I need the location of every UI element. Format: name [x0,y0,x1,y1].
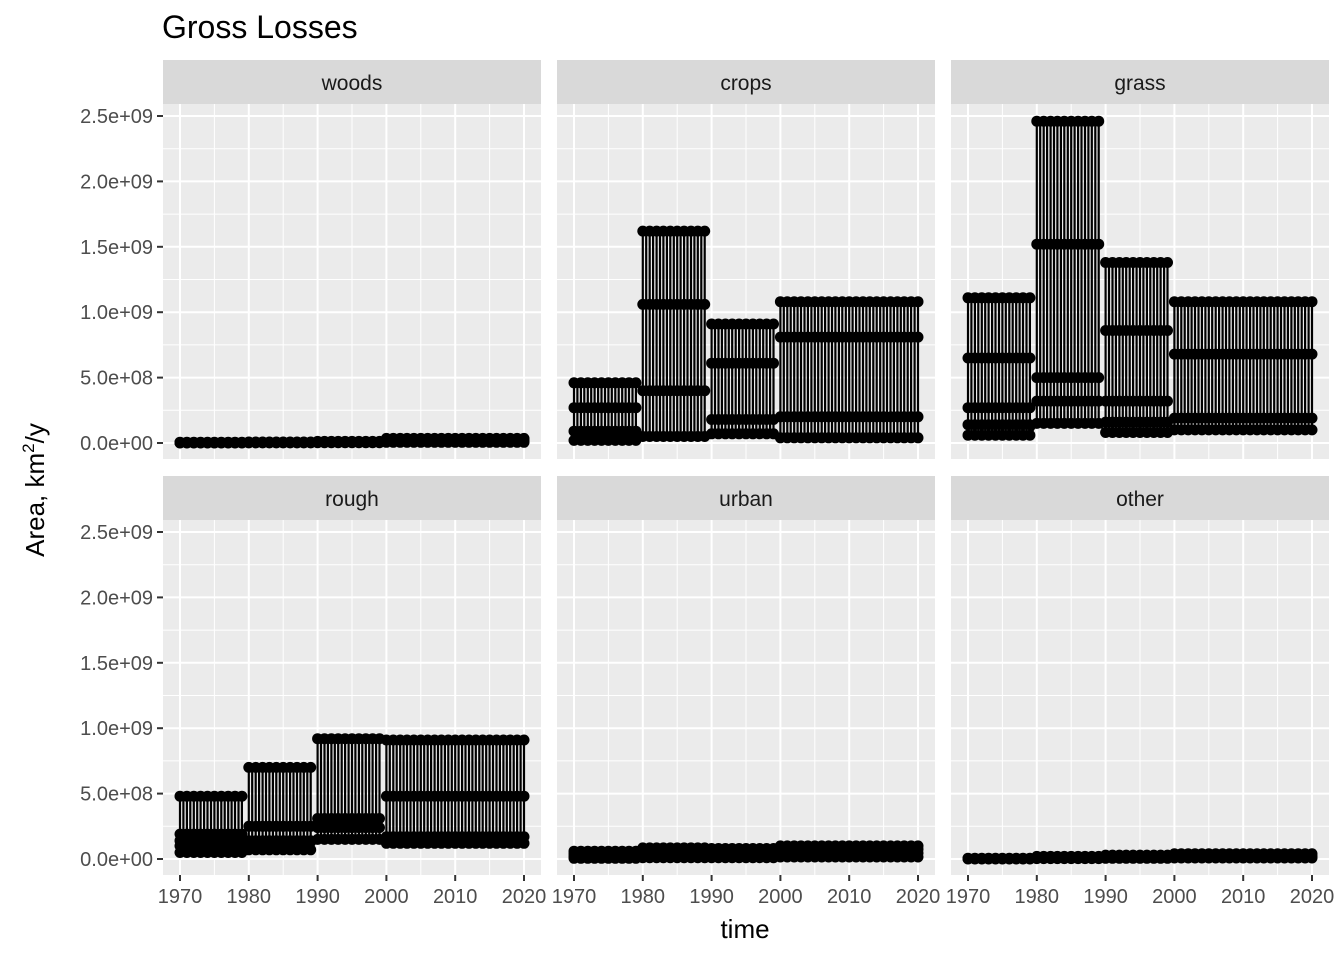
data-point [912,432,924,444]
data-point [1093,238,1105,250]
series-other [962,848,1318,865]
y-tick-label: 1.5e+09 [80,237,153,259]
panel-crops: crops [557,60,935,459]
strip-label-crops: crops [720,72,771,95]
y-tick-label: 2.5e+09 [80,106,153,128]
data-point [518,432,530,444]
x-tick-label: 2010 [1221,886,1266,908]
data-point [1024,352,1036,364]
x-tick-label: 1990 [295,886,340,908]
series-woods [174,432,530,449]
data-point [768,357,779,369]
data-point [1162,325,1173,336]
data-point [912,331,924,343]
x-tick-label: 2010 [433,886,478,908]
data-point [518,790,530,802]
data-point [1162,395,1173,407]
y-tick-label: 2.5e+09 [80,522,153,544]
y-tick-label: 5.0e+08 [80,784,153,806]
x-axis-title: time [720,914,769,944]
strip-crops [557,60,935,104]
strip-woods [163,60,541,104]
strip-label-rough: rough [325,488,379,511]
x-tick-label: 1990 [689,886,734,908]
panel-other: other 1970 1980 1990 2000 2010 2020 [946,476,1335,908]
panel-urban: urban 1970 1980 1990 2000 2010 2020 [552,476,941,908]
x-tick-label: 2010 [827,886,872,908]
series-crops [568,225,924,446]
strip-label-woods: woods [321,72,383,95]
panel-woods: woods 0.0e+00 5.0e+08 1.0e+09 1.5e+09 2.0e+09… [80,60,541,459]
data-point [1093,115,1105,127]
series-grass [962,115,1318,441]
y-axis-title: Area, km2/y [19,423,50,557]
data-point [912,296,924,308]
data-point [1162,257,1173,268]
x-tick-label: 1970 [552,886,597,908]
y-axis-title-superscript: 2 [19,443,38,452]
data-point [1024,402,1036,414]
data-point [1306,348,1318,360]
data-point [912,840,924,852]
data-point [768,318,779,330]
facet-panels: woods 0.0e+00 5.0e+08 1.0e+09 1.5e+09 2.0e+09… [80,60,1334,908]
y-tick-label: 0.0e+00 [80,433,153,455]
data-point [518,831,530,843]
y-tick-label: 1.0e+09 [80,302,153,324]
series-urban [568,840,924,864]
strip-rough [163,476,541,520]
x-tick-label: 1970 [158,886,203,908]
y-tick-label: 5.0e+08 [80,368,153,390]
x-tick-label: 2000 [1152,886,1197,908]
x-tick-label: 2020 [1290,886,1335,908]
data-point [236,790,248,802]
y-tick-label: 0.0e+00 [80,849,153,871]
data-point [1306,424,1318,436]
strip-label-other: other [1116,488,1164,511]
data-point [236,828,248,840]
x-tick-label: 2000 [364,886,409,908]
data-point [374,813,385,824]
data-point [518,734,530,746]
y-tick-label: 1.0e+09 [80,718,153,740]
y-axis-title-suffix: /y [20,423,50,443]
strip-label-urban: urban [719,488,773,511]
data-point [699,225,711,237]
data-point [374,822,385,834]
y-axis-title-main: Area, km [20,453,50,557]
x-tick-label: 1980 [621,886,666,908]
y-tick-label: 2.0e+09 [80,171,153,193]
panel-grass: grass [951,60,1329,459]
data-point [305,844,317,856]
data-point [1093,372,1105,384]
series-rough [174,733,530,858]
data-point [1024,429,1036,441]
data-point [1306,296,1318,308]
chart-title: Gross Losses [162,9,358,45]
data-point [912,411,924,423]
data-point [1306,848,1318,860]
data-point [630,402,642,414]
strip-grass [951,60,1329,104]
x-tick-label: 1980 [1015,886,1060,908]
data-point [699,385,711,397]
data-point [630,377,642,389]
x-tick-label: 2020 [502,886,547,908]
x-tick-label: 2000 [758,886,803,908]
x-tick-label: 1980 [227,886,272,908]
x-tick-label: 1990 [1083,886,1128,908]
strip-label-grass: grass [1114,72,1165,95]
panel-rough: rough 0.0e+00 5.0e+08 1.0e+09 1.5e+09 2.0e+09… [80,476,546,908]
data-point [1306,412,1318,424]
data-point [305,761,317,773]
y-tick-label: 1.5e+09 [80,653,153,675]
strip-other [951,476,1329,520]
data-point [699,298,711,310]
y-tick-label: 2.0e+09 [80,587,153,609]
data-point [1024,292,1036,304]
strip-urban [557,476,935,520]
x-tick-label: 1970 [946,886,991,908]
x-tick-label: 2020 [896,886,941,908]
